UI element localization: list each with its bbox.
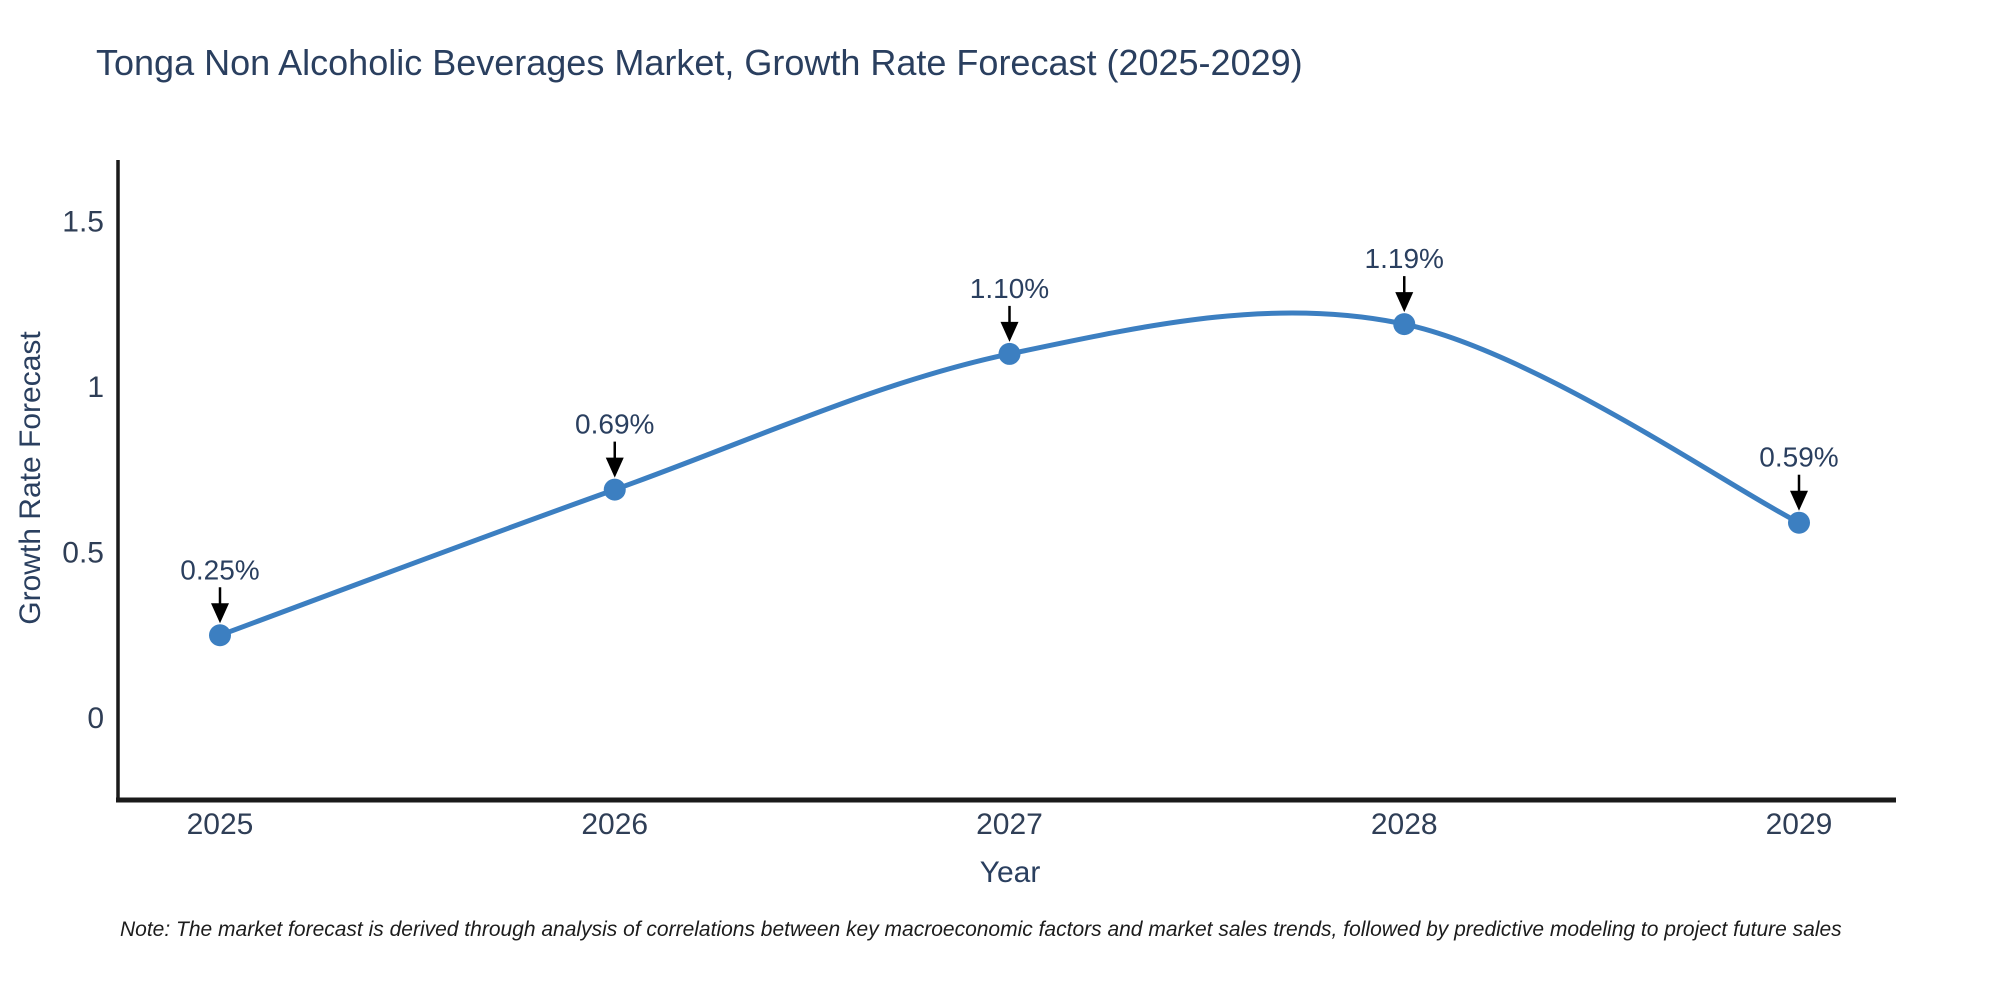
data-point: [209, 624, 231, 647]
annotation-arrowhead-icon: [1000, 321, 1019, 342]
data-point: [1393, 313, 1416, 336]
x-tick-label: 2026: [581, 808, 648, 841]
point-annotation: 1.19%: [1365, 243, 1444, 274]
data-point: [1788, 511, 1810, 534]
data-point: [998, 342, 1021, 365]
y-tick-label: 1.5: [62, 206, 104, 239]
x-tick-label: 2025: [187, 808, 254, 841]
data-point: [603, 478, 626, 501]
y-tick-label: 0: [87, 702, 104, 735]
y-tick-label: 1: [87, 371, 104, 404]
annotation-arrowhead-icon: [605, 457, 624, 478]
point-annotation: 1.10%: [970, 273, 1049, 304]
footnote: Note: The market forecast is derived thr…: [120, 918, 1842, 941]
x-tick-label: 2029: [1766, 808, 1833, 841]
x-tick-label: 2027: [976, 808, 1043, 841]
x-axis-title: Year: [979, 856, 1041, 889]
point-annotation: 0.59%: [1759, 442, 1838, 473]
annotation-arrowhead-icon: [1790, 490, 1808, 511]
chart-title: Tonga Non Alcoholic Beverages Market, Gr…: [96, 42, 1303, 83]
annotation-arrowhead-icon: [211, 603, 229, 624]
annotation-arrowhead-icon: [1395, 292, 1414, 313]
x-tick-label: 2028: [1371, 808, 1438, 841]
point-annotation: 0.25%: [180, 554, 259, 585]
y-tick-label: 0.5: [62, 537, 104, 570]
point-annotation: 0.69%: [575, 409, 654, 440]
